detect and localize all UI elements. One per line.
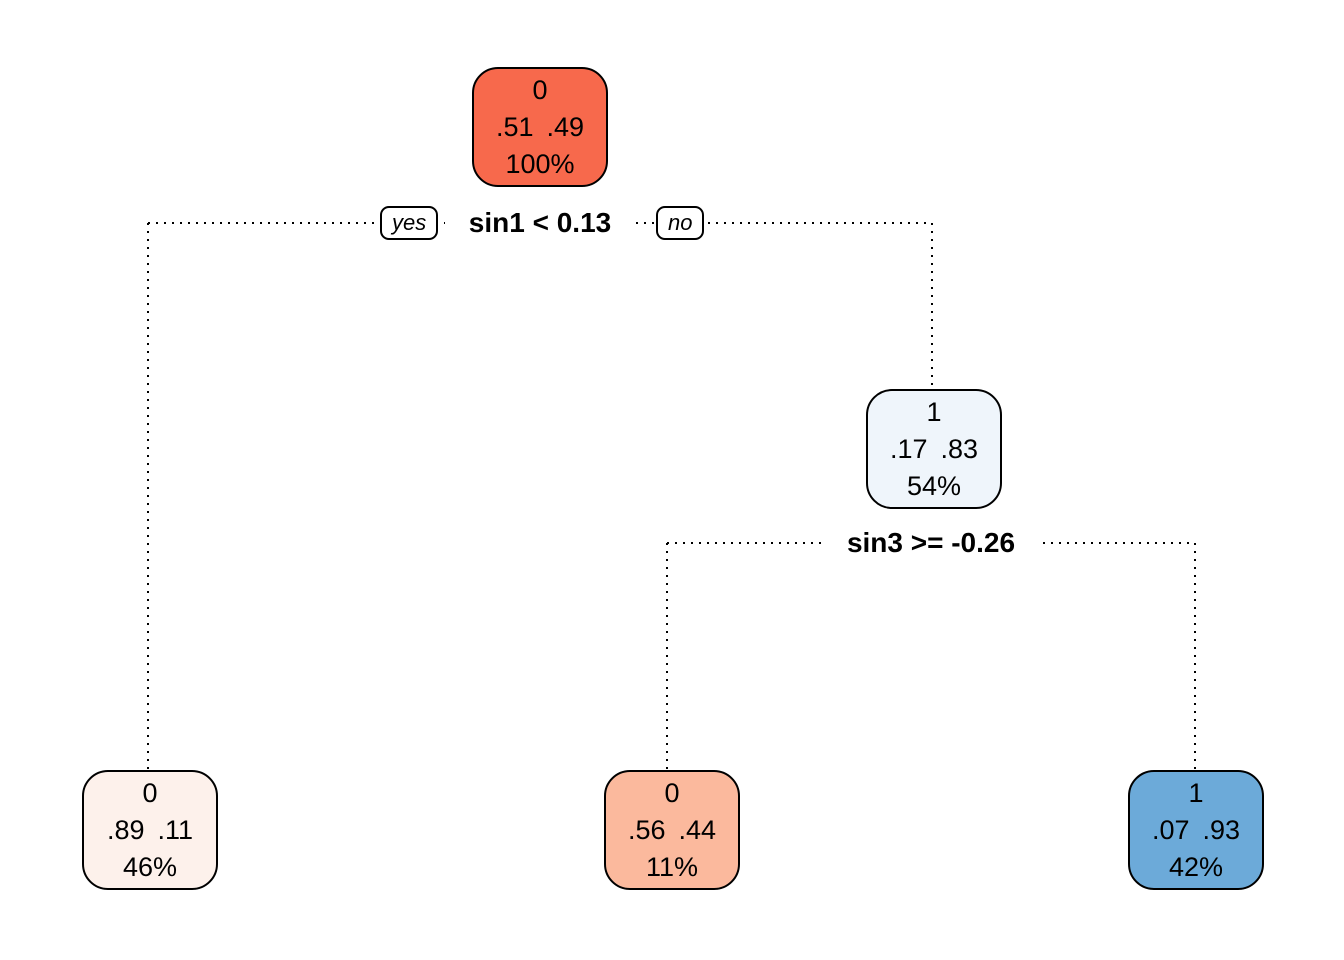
prob-class1: .49 <box>546 111 585 142</box>
node-coverage-percent: 100% <box>505 148 575 179</box>
branch-line-to-internal-node <box>931 223 933 389</box>
prob-class0: .89 <box>106 814 145 845</box>
prob-class0: .51 <box>495 111 534 142</box>
node-probabilities: .89 .11 <box>84 812 216 849</box>
prob-class1: .93 <box>1202 814 1241 845</box>
tree-leaf-right: 1 .07 .93 42% <box>1128 770 1264 890</box>
yes-branch-label: yes <box>380 206 439 240</box>
prob-class1: .44 <box>678 814 717 845</box>
node-class-label: 1 <box>926 396 942 427</box>
node-coverage-percent: 46% <box>122 851 178 882</box>
prob-class1: .83 <box>940 433 979 464</box>
tree-leaf-middle: 0 .56 .44 11% <box>604 770 740 890</box>
node-coverage-percent: 42% <box>1168 851 1224 882</box>
node-class-label: 0 <box>664 777 680 808</box>
tree-node-internal-right: 1 .17 .83 54% <box>866 389 1002 509</box>
split-condition-2: sin3 >= -0.26 <box>821 523 1041 563</box>
prob-class0: .56 <box>627 814 666 845</box>
branch-line-to-leaf-right <box>1194 543 1196 770</box>
node-probabilities: .17 .83 <box>868 431 1000 468</box>
node-class-label: 1 <box>1188 777 1204 808</box>
tree-node-root: 0 .51 .49 100% <box>472 67 608 187</box>
prob-class0: .17 <box>889 433 928 464</box>
branch-line-to-leaf-left <box>147 223 149 770</box>
tree-leaf-left: 0 .89 .11 46% <box>82 770 218 890</box>
node-probabilities: .51 .49 <box>474 109 606 146</box>
node-coverage-percent: 11% <box>645 851 699 882</box>
split-condition-1: sin1 < 0.13 <box>445 203 635 243</box>
node-class-label: 0 <box>532 74 548 105</box>
node-class-label: 0 <box>142 777 158 808</box>
branch-line-to-leaf-middle <box>666 543 668 770</box>
no-branch-label: no <box>656 206 705 240</box>
prob-class0: .07 <box>1151 814 1190 845</box>
node-probabilities: .56 .44 <box>606 812 738 849</box>
node-probabilities: .07 .93 <box>1130 812 1262 849</box>
node-coverage-percent: 54% <box>906 470 962 501</box>
prob-class1: .11 <box>157 814 194 845</box>
